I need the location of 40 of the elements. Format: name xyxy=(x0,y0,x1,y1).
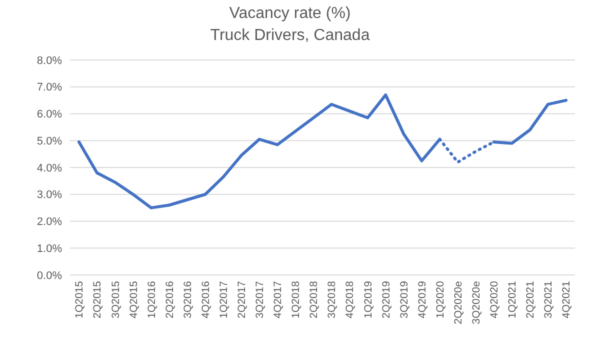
x-tick-label: 2Q2020e xyxy=(452,280,464,324)
x-tick-label: 3Q2020e xyxy=(470,280,482,324)
x-tick-label: 3Q2019 xyxy=(398,280,410,318)
y-tick-label: 1.0% xyxy=(36,242,62,255)
x-tick-label: 1Q2021 xyxy=(506,280,519,318)
y-tick-label: 0.0% xyxy=(36,270,62,282)
x-tick-label: 4Q2019 xyxy=(416,280,428,318)
x-tick-label: 3Q2015 xyxy=(110,280,122,318)
x-tick-label: 1Q2020 xyxy=(434,280,446,318)
x-tick-label: 3Q2017 xyxy=(254,280,266,318)
x-tick-label: 2Q2021 xyxy=(524,280,537,318)
x-tick-label: 4Q2020 xyxy=(488,280,501,318)
x-tick-label: 2Q2017 xyxy=(236,280,248,318)
y-tick-label: 6.0% xyxy=(36,108,62,121)
y-tick-label: 4.0% xyxy=(36,162,62,174)
x-tick-label: 4Q2015 xyxy=(128,280,140,318)
x-tick-label: 2Q2018 xyxy=(308,280,320,318)
x-tick-label: 4Q2016 xyxy=(200,280,212,318)
x-tick-label: 4Q2018 xyxy=(344,280,356,318)
x-tick-label: 3Q2018 xyxy=(326,280,338,318)
y-tick-label: 7.0% xyxy=(36,82,62,94)
line-series xyxy=(438,138,496,164)
x-tick-label: 2Q2016 xyxy=(164,280,176,318)
y-tick-label: 5.0% xyxy=(36,135,62,148)
x-tick-label: 1Q2016 xyxy=(146,280,158,318)
x-tick-label: 1Q2019 xyxy=(362,280,374,318)
y-tick-label: 8.0% xyxy=(36,54,62,67)
x-tick-label: 2Q2015 xyxy=(92,280,104,318)
x-tick-label: 1Q2015 xyxy=(74,280,86,318)
y-tick-label: 2.0% xyxy=(36,216,62,228)
chart-subtitle: Truck Drivers, Canada xyxy=(210,27,370,44)
x-tick-label: 3Q2016 xyxy=(182,280,194,318)
x-tick-label: 4Q2021 xyxy=(560,280,573,318)
x-tick-label: 1Q2018 xyxy=(290,280,302,318)
y-tick-label: 3.0% xyxy=(36,189,62,202)
x-tick-label: 1Q2017 xyxy=(218,280,230,318)
chart-title: Vacancy rate (%) xyxy=(229,5,351,22)
x-tick-label: 4Q2017 xyxy=(272,280,284,318)
x-tick-label: 3Q2021 xyxy=(542,280,555,318)
x-tick-label: 2Q2019 xyxy=(380,280,392,318)
